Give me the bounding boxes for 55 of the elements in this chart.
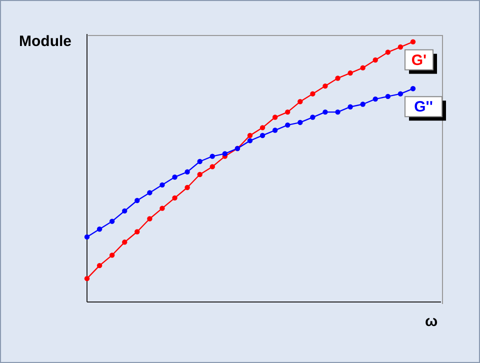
point — [247, 132, 253, 138]
x-axis-title: ω — [425, 313, 438, 330]
point — [84, 276, 90, 282]
point — [84, 234, 90, 240]
point — [372, 96, 378, 102]
point — [210, 154, 215, 159]
point — [310, 91, 316, 96]
point — [197, 158, 202, 164]
point — [298, 99, 303, 104]
point — [348, 104, 353, 110]
point — [210, 164, 215, 170]
point — [285, 109, 290, 115]
point — [410, 39, 416, 44]
point — [260, 132, 266, 138]
point — [410, 86, 416, 92]
point — [272, 114, 278, 120]
point — [360, 102, 366, 107]
point — [122, 208, 128, 214]
point — [285, 122, 290, 128]
point — [385, 50, 391, 55]
point — [272, 128, 278, 133]
point — [96, 226, 102, 232]
point — [222, 151, 228, 156]
point — [335, 76, 340, 81]
point — [197, 172, 202, 178]
point — [109, 218, 115, 224]
point — [372, 57, 378, 63]
point — [360, 65, 366, 70]
point — [348, 70, 353, 76]
point — [147, 216, 152, 222]
y-axis-title: Module — [19, 33, 72, 50]
point — [160, 206, 165, 211]
point — [172, 195, 178, 201]
point — [134, 229, 140, 234]
point — [147, 190, 152, 196]
point — [134, 198, 140, 204]
series-label: G'' — [414, 98, 433, 116]
point — [184, 184, 190, 190]
point — [298, 120, 303, 126]
point — [335, 109, 340, 115]
series-label: G' — [411, 52, 427, 69]
point — [398, 91, 404, 96]
point — [398, 44, 404, 50]
point — [160, 182, 165, 188]
point — [260, 125, 266, 130]
point — [310, 114, 316, 120]
point — [96, 262, 102, 268]
point — [385, 94, 391, 100]
point — [109, 252, 115, 258]
point — [172, 174, 178, 180]
point — [122, 240, 128, 245]
point — [184, 169, 190, 175]
point — [247, 138, 253, 144]
point — [322, 109, 328, 115]
point — [322, 83, 328, 89]
